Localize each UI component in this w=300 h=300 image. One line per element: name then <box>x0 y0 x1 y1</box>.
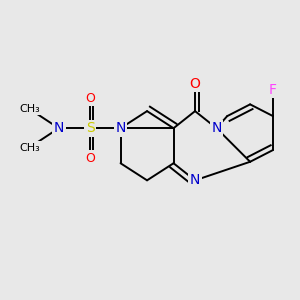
Text: F: F <box>269 82 277 97</box>
Text: O: O <box>85 152 95 165</box>
Text: N: N <box>53 121 64 135</box>
Text: N: N <box>190 173 200 187</box>
Text: N: N <box>116 121 126 135</box>
Text: O: O <box>85 92 95 105</box>
Text: N: N <box>212 121 222 135</box>
Text: O: O <box>190 77 200 91</box>
Text: S: S <box>86 121 94 135</box>
Text: CH₃: CH₃ <box>19 142 40 153</box>
Text: CH₃: CH₃ <box>19 104 40 114</box>
